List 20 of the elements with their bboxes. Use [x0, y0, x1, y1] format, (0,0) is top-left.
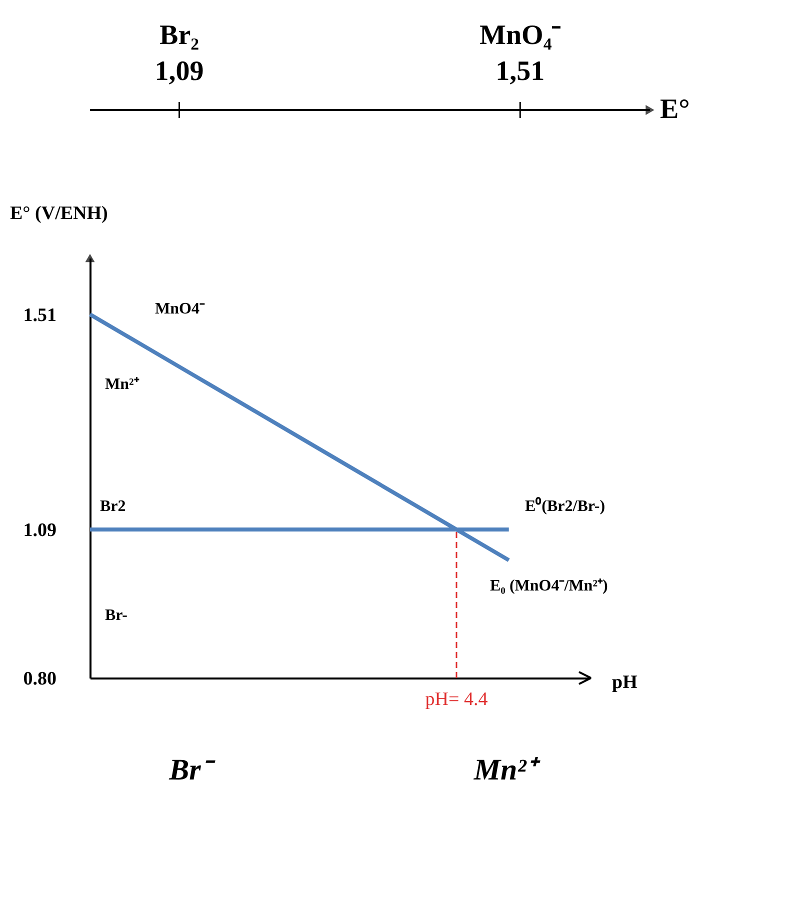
- y-axis-title: E° (V/ENH): [10, 203, 108, 224]
- annotation: E₀ (MnO4⁻/Mn²⁺): [490, 578, 608, 595]
- annotation: Br-: [105, 607, 128, 624]
- y-tick-label: 1.09: [23, 520, 56, 541]
- annotation: MnO4⁻: [155, 300, 206, 318]
- data-label: 1,09: [154, 56, 204, 87]
- category-label: MnO₄⁻: [480, 20, 561, 51]
- annotation: Mn²⁺: [105, 376, 140, 393]
- x-axis-title: pH: [612, 672, 638, 693]
- annotation: Br2: [100, 498, 126, 515]
- text: Mn²⁺: [472, 753, 542, 786]
- y-tick-label: 0.80: [23, 668, 56, 690]
- category-label: Br₂: [160, 20, 200, 51]
- y-tick-label: 1.51: [23, 304, 56, 326]
- text: E°: [660, 94, 690, 125]
- data-label: 1,51: [496, 56, 545, 87]
- line-series: [88, 312, 511, 562]
- text: Br⁻: [168, 753, 216, 786]
- annotation: E⁰(Br2/Br-): [525, 496, 606, 515]
- text: pH= 4.4: [425, 689, 488, 710]
